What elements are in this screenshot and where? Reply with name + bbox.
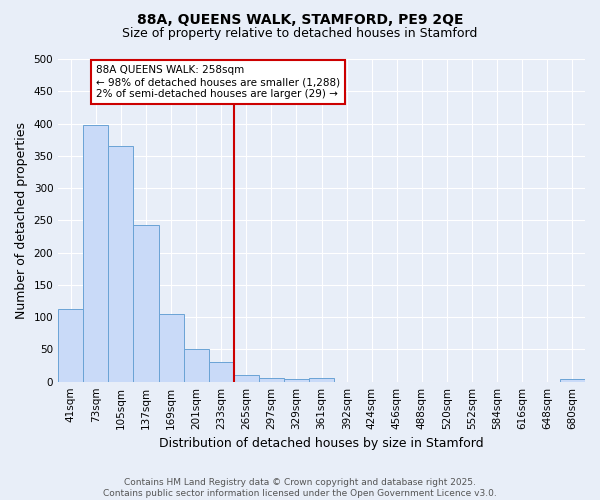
Bar	[83, 126, 109, 382]
Bar	[133, 225, 158, 382]
Text: 88A QUEENS WALK: 258sqm
← 98% of detached houses are smaller (1,288)
2% of semi-: 88A QUEENS WALK: 258sqm ← 98% of detache…	[96, 66, 340, 98]
Y-axis label: Number of detached properties: Number of detached properties	[15, 122, 28, 319]
Bar	[560, 379, 585, 382]
Bar	[309, 378, 334, 382]
Text: Size of property relative to detached houses in Stamford: Size of property relative to detached ho…	[122, 28, 478, 40]
Bar	[158, 314, 184, 382]
Bar	[184, 350, 209, 382]
Text: 88A, QUEENS WALK, STAMFORD, PE9 2QE: 88A, QUEENS WALK, STAMFORD, PE9 2QE	[137, 12, 463, 26]
Bar	[109, 146, 133, 382]
Text: Contains HM Land Registry data © Crown copyright and database right 2025.
Contai: Contains HM Land Registry data © Crown c…	[103, 478, 497, 498]
Bar	[284, 379, 309, 382]
Bar	[58, 309, 83, 382]
Bar	[234, 375, 259, 382]
Bar	[209, 362, 234, 382]
X-axis label: Distribution of detached houses by size in Stamford: Distribution of detached houses by size …	[159, 437, 484, 450]
Bar	[259, 378, 284, 382]
